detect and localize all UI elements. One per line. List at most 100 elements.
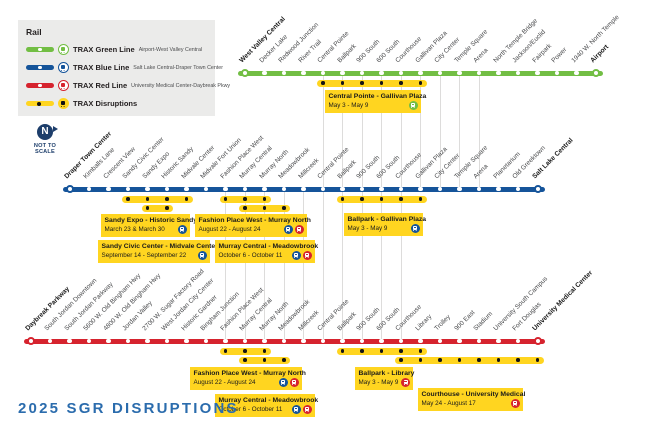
- green-train-icon: [58, 44, 69, 55]
- disruption-station-dot: [340, 197, 345, 201]
- station-marker: [398, 186, 404, 192]
- vehicle-glyph: [410, 102, 416, 107]
- station-label: Library: [413, 313, 433, 333]
- station-label: Trolley: [433, 313, 452, 333]
- disruption-station-dot: [457, 358, 462, 362]
- vehicle-glyph: [179, 226, 185, 231]
- disruption-station-dot: [340, 81, 345, 85]
- disruption-station-dot: [282, 358, 286, 362]
- vehicle-wheels: [411, 107, 413, 109]
- callout-title: Fashion Place West - Murray North: [193, 369, 306, 377]
- legend-item-label: TRAX Disruptions: [73, 99, 138, 108]
- callout-icons: [291, 251, 312, 260]
- station-connector-line: [420, 73, 421, 189]
- station-marker: [320, 186, 326, 192]
- station-connector-line: [244, 189, 246, 341]
- station-marker: [125, 338, 131, 344]
- legend-item-green: TRAX Green Line Airport-West Valley Centr…: [26, 43, 215, 56]
- disruption-station-dot: [360, 197, 364, 201]
- callout-title: Central Pointe - Gallivan Plaza: [328, 92, 427, 100]
- callout-date-row: May 3 - May 9: [329, 101, 418, 110]
- station-marker: [281, 186, 287, 192]
- vehicle-wheels: [305, 411, 307, 413]
- station-label: Power: [550, 46, 569, 65]
- disruption-station-dot: [418, 358, 423, 362]
- station-marker: [535, 70, 540, 76]
- callout-date-row: May 3 - May 9: [359, 378, 411, 387]
- callout-icons: [278, 378, 299, 387]
- station-connector-line: [361, 189, 363, 341]
- disruption-station-dot: [262, 349, 267, 353]
- station-marker: [223, 338, 228, 344]
- station-marker: [437, 186, 443, 192]
- disruption-callout: Sandy Expo - Historic Sandy March 23 & Ma…: [101, 214, 197, 237]
- station-marker: [301, 186, 306, 192]
- callout-title: Sandy Civic Center - Midvale Center: [101, 242, 218, 250]
- station-connector-line: [361, 73, 363, 189]
- station-marker: [301, 338, 306, 344]
- station-marker: [340, 338, 345, 344]
- disruption-station-dot: [360, 81, 364, 85]
- terminus-marker: [533, 337, 542, 345]
- disruption-callout: Murray Central - Meadowbrook October 6 - …: [215, 394, 319, 417]
- station-marker: [106, 186, 111, 192]
- callout-icons: [410, 224, 420, 233]
- callout-date-row: May 3 - May 9: [348, 224, 420, 233]
- disruption-station-dot: [126, 197, 130, 201]
- callout-date-row: August 22 - August 24: [194, 378, 299, 387]
- disruption-station-dot: [379, 197, 384, 201]
- station-marker: [223, 186, 228, 192]
- station-marker: [340, 70, 345, 76]
- station-marker: [496, 338, 501, 344]
- callout-dates: October 6 - October 11: [218, 252, 283, 259]
- station-marker: [203, 338, 209, 344]
- station-marker: [437, 70, 443, 76]
- green-line-vehicle-icon: [408, 101, 418, 110]
- blue-line-vehicle-icon: [197, 251, 207, 260]
- vehicle-glyph: [280, 379, 286, 384]
- station-connector-line: [478, 73, 480, 189]
- station-marker: [398, 70, 404, 76]
- callout-dates: May 3 - May 9: [328, 102, 369, 109]
- disruption-station-dot: [360, 349, 364, 353]
- disruption-station-dot: [262, 358, 267, 362]
- station-marker: [67, 338, 72, 344]
- station-marker: [281, 338, 287, 344]
- terminus-marker: [241, 69, 249, 77]
- disruption-callout: Central Pointe - Gallivan Plaza May 3 - M…: [325, 90, 427, 113]
- station-marker: [515, 186, 521, 192]
- legend-item-disruption: TRAX Disruptions: [26, 97, 215, 110]
- vehicle-glyph: [291, 379, 297, 384]
- callout-title: Murray Central - Meadowbrook: [218, 396, 319, 404]
- station-marker: [203, 186, 209, 192]
- station-marker: [418, 70, 423, 76]
- vehicle-glyph: [304, 406, 310, 411]
- station-marker: [86, 338, 92, 344]
- station-connector-line: [322, 189, 324, 341]
- station-marker: [476, 70, 482, 76]
- callout-dates: September 14 - September 22: [101, 252, 187, 259]
- station-marker: [457, 186, 462, 192]
- disruption-station-dot: [399, 349, 403, 353]
- disruption-callout: Fashion Place West - Murray North August …: [195, 214, 311, 237]
- station-connector-line: [439, 73, 441, 189]
- callout-date-row: October 6 - October 11: [219, 251, 312, 260]
- disruption-station-dot: [535, 358, 540, 362]
- callout-icons: [510, 399, 520, 408]
- disruption-callout: Murray Central - Meadowbrook October 6 - …: [215, 240, 318, 263]
- disruption-station-dot: [340, 349, 345, 353]
- station-connector-line: [400, 73, 402, 189]
- blue-line-vehicle-icon: [177, 225, 187, 234]
- station-marker: [281, 70, 287, 76]
- disruption-bar: [239, 356, 290, 364]
- callout-dates: August 22 - August 24: [198, 226, 261, 233]
- disruption-station-dot: [399, 197, 403, 201]
- disruption-callout: Ballpark - Gallivan Plaza May 3 - May 9: [344, 213, 426, 236]
- disruption-station-dot: [145, 206, 150, 210]
- station-marker: [476, 338, 482, 344]
- disruption-bar: [239, 204, 290, 212]
- callout-date-row: September 14 - September 22: [102, 251, 207, 260]
- station-marker: [301, 70, 306, 76]
- terminus-marker: [26, 337, 35, 345]
- station-connector-line: [381, 189, 382, 341]
